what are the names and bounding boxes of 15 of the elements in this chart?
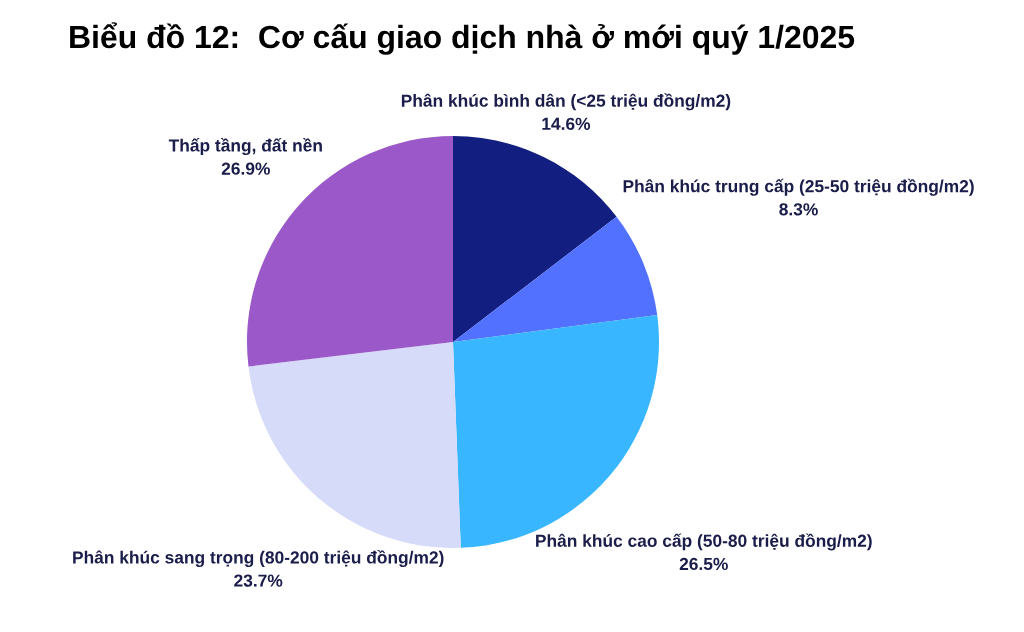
chart-title: Biểu đồ 12: Cơ cấu giao dịch nhà ở mới quý 1/2025: [70, 22, 855, 55]
slice-label: Phân khúc bình dân (<25 triệu đồng/m2): [401, 93, 731, 111]
pie-slice: [248, 342, 461, 548]
data-label: 26.9%: [221, 162, 270, 175]
pie-slice: [453, 314, 659, 548]
pie-slice: [453, 136, 617, 342]
data-label: 23.7%: [234, 574, 283, 587]
slice-label: Phân khúc trung cấp (25-50 triệu đồng/m2): [623, 178, 974, 196]
data-label: 8.3%: [779, 203, 818, 216]
slice-label: Phân khúc sang trọng (80-200 triệu đồng/m2): [73, 550, 444, 568]
data-label: 14.6%: [542, 117, 591, 130]
data-label: 26.5%: [679, 557, 728, 571]
slice-label: Phân khúc cao cấp (50-80 triệu đồng/m2): [536, 533, 872, 551]
slice-label: Thấp tầng, đất nền: [168, 138, 322, 156]
pie-slice: [453, 216, 658, 342]
